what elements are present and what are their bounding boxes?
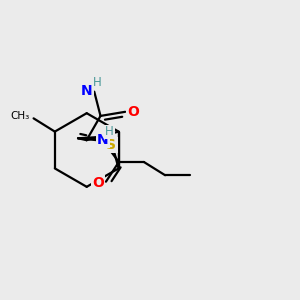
Text: O: O: [128, 105, 140, 119]
Text: O: O: [92, 176, 103, 190]
Text: H: H: [93, 76, 102, 89]
Text: CH₃: CH₃: [11, 111, 30, 121]
Text: S: S: [106, 138, 116, 152]
Text: N: N: [97, 133, 109, 147]
Text: N: N: [81, 84, 93, 98]
Text: H: H: [105, 125, 114, 138]
